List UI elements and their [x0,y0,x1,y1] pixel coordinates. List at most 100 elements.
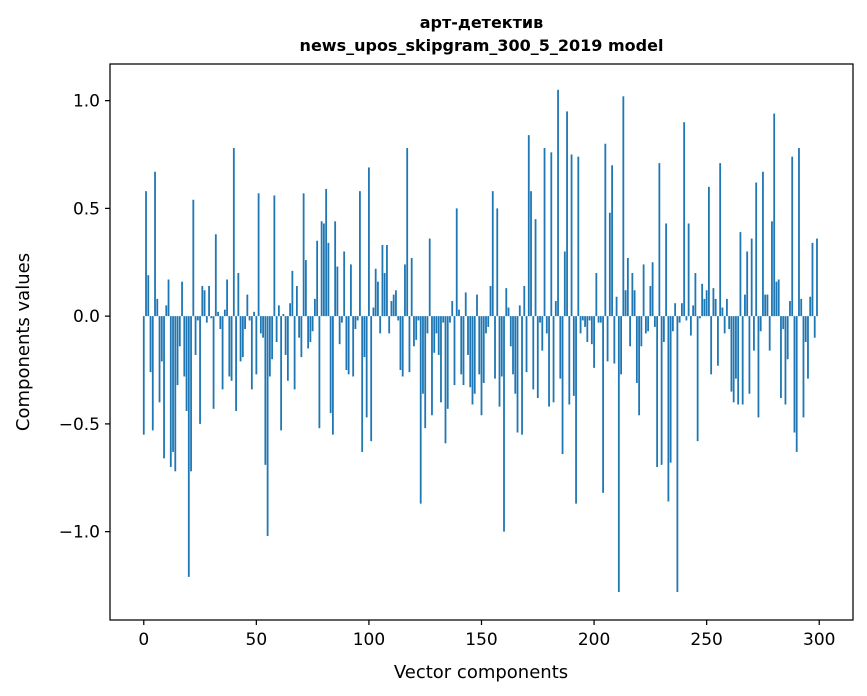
bar-112 [395,290,397,317]
bar-250 [705,290,708,317]
bar-65 [289,303,292,317]
bar-235 [671,316,674,332]
bar-206 [606,316,609,362]
bar-245 [694,273,697,317]
bar-157 [496,208,499,317]
bar-199 [590,316,593,345]
chart-title-line-2: news_upos_skipgram_300_5_2019 model [299,36,664,55]
bar-140 [458,309,460,317]
bar-238 [678,316,681,323]
bar-39 [230,316,233,381]
bar-237 [676,316,679,592]
bar-221 [640,316,643,347]
bar-263 [735,316,737,379]
bar-176 [539,316,541,323]
bar-248 [701,283,704,317]
bar-166 [516,316,519,433]
bar-12 [169,316,172,467]
bar-159 [500,316,503,377]
bar-264 [737,316,740,405]
y-tick-label-2: 0.0 [73,307,100,327]
bar-44 [241,316,244,358]
x-tick-label-1: 50 [246,630,268,650]
x-tick-label-3: 150 [465,630,497,650]
bar-256 [719,163,722,317]
bar-205 [604,143,607,317]
bar-88 [341,316,343,323]
bar-70 [300,316,303,358]
bar-161 [505,288,508,317]
bar-56 [268,316,271,377]
bar-150 [480,316,483,416]
bar-288 [791,156,794,317]
bar-211 [617,316,620,592]
bar-11 [167,279,170,317]
bar-179 [545,316,548,334]
bar-22 [192,199,195,317]
bar-83 [329,316,332,414]
bar-124 [422,316,424,394]
bar-168 [521,316,523,435]
bar-62 [282,313,285,317]
bar-136 [449,316,451,323]
bar-258 [723,316,726,334]
bar-130 [435,316,438,334]
bar-80 [322,223,325,317]
bar-59 [275,316,278,342]
bar-97 [361,316,364,452]
bar-169 [523,285,526,317]
bar-273 [757,316,760,418]
bar-154 [489,285,492,317]
bar-280 [773,113,776,317]
bar-16 [178,316,181,347]
bar-100 [368,167,370,317]
bar-36 [223,309,226,317]
bar-34 [219,316,222,330]
bar-261 [730,316,733,392]
bar-287 [789,301,791,317]
bar-276 [764,294,767,317]
bar-14 [174,316,177,472]
bar-240 [683,122,686,317]
bar-165 [514,316,517,394]
bar-173 [532,316,535,390]
bar-152 [485,316,487,334]
bar-137 [451,301,454,317]
bar-134 [444,316,447,444]
bar-279 [771,221,773,317]
bar-180 [548,316,550,407]
bar-242 [687,223,690,317]
bar-197 [586,316,589,342]
bar-42 [237,273,240,317]
bar-10 [165,305,168,317]
bar-234 [669,316,672,463]
bar-285 [784,316,787,405]
bar-218 [633,290,636,317]
bar-110 [390,301,393,317]
bar-49 [253,311,255,317]
bar-204 [602,316,604,493]
bar-259 [726,298,728,317]
bar-94 [354,316,357,330]
bar-30 [210,316,213,319]
bar-269 [748,316,751,394]
bar-254 [714,298,717,317]
bar-85 [334,221,337,317]
bar-104 [377,281,379,317]
bar-111 [392,294,395,317]
bar-207 [608,212,611,317]
bar-54 [264,316,267,465]
bar-286 [786,316,789,360]
bar-222 [642,264,645,317]
bar-48 [250,316,253,390]
bar-271 [753,316,755,351]
bar-24 [196,316,199,321]
bar-255 [717,316,719,366]
bar-249 [703,298,706,317]
bar-212 [620,316,622,375]
bar-132 [440,316,442,403]
bar-6 [156,298,159,317]
bar-79 [320,221,323,317]
bar-47 [248,316,251,321]
